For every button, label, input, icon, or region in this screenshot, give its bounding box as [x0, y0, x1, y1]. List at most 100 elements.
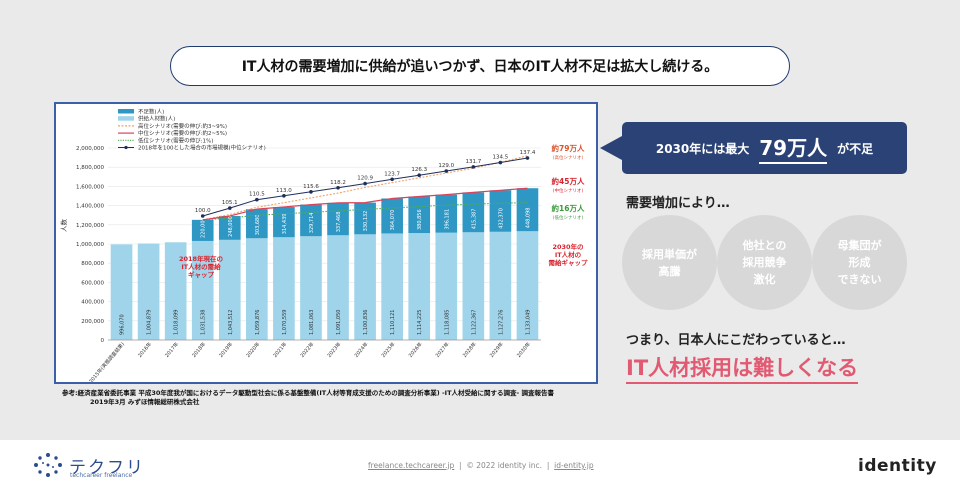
x-tick-label: 2027年: [434, 341, 451, 359]
supply-bar: [300, 236, 322, 340]
mid-scenario-line: [202, 187, 528, 221]
market-index-label: 134.5: [493, 155, 509, 161]
shortage-bar: [218, 216, 241, 240]
market-index-point: [417, 173, 422, 178]
legend-swatch: [118, 116, 134, 121]
shortage-callout: 2030年には最大 79万人 が不足: [600, 122, 907, 174]
chart-frame: 0 200,000 400,000 600,000 800,000 1,000,000 1,…: [54, 102, 598, 384]
shortage-bar-label: 330,132: [363, 211, 369, 232]
legend-label: 2018年を100とした場合の市場規模(中位シナリオ): [138, 144, 266, 152]
market-index-label: 131.7: [465, 159, 481, 165]
logo-name: テクフリ: [69, 457, 145, 478]
market-index-point: [525, 156, 530, 160]
supply-bar: [137, 243, 160, 340]
callout-big-number: 79万人: [759, 132, 828, 164]
x-tick-label: 2018年: [190, 341, 207, 359]
shortage-bar-label: 396,181: [444, 209, 450, 230]
dot-ring-icon: [34, 453, 62, 477]
supply-bar: [381, 233, 403, 340]
supply-bar-label: 1,081,063: [309, 310, 315, 335]
shortage-bar-label: 364,070: [390, 210, 396, 231]
conclusion-text: つまり、日本人にこだわっていると…: [626, 333, 846, 348]
annotation-low: 約16万人: [552, 203, 585, 213]
callout-after: が不足: [837, 141, 874, 156]
supply-bar-label: 1,133,049: [525, 310, 531, 335]
shortage-bar: [354, 202, 376, 235]
x-tick-label: 2024年: [353, 341, 370, 359]
y-tick-label: 0: [101, 338, 105, 344]
supply-bar-label: 996,070: [120, 314, 126, 335]
footer-copyright: © 2022 identity inc.: [466, 461, 543, 470]
page-title: IT人材の需要増加に供給が追いつかず、日本のIT人材不足は拡大し続ける。: [170, 46, 790, 86]
supply-bar: [246, 238, 268, 340]
x-tick-label: 2028年: [461, 341, 478, 359]
annotation-gap-2030: IT人材の: [555, 250, 582, 259]
market-index-label: 118.2: [330, 180, 346, 186]
market-index-label: 129.0: [438, 163, 454, 169]
x-tick-label: 2025年: [380, 341, 397, 359]
market-index-point: [227, 206, 232, 210]
market-index-point: [390, 177, 394, 182]
annotation-low-sub: (低位シナリオ): [553, 214, 584, 221]
supply-bar: [462, 232, 485, 340]
supply-bar: [110, 244, 133, 340]
shortage-bar: [462, 192, 485, 233]
legend-swatch-point: [124, 145, 128, 150]
market-index-point: [336, 185, 340, 190]
annotation-gap-2018: ギャップ: [188, 270, 215, 279]
market-index-label: 120.9: [357, 176, 373, 182]
market-index-label: 100.0: [195, 208, 211, 214]
annotation-gap-2030: 2030年の: [552, 242, 584, 251]
identity-logo[interactable]: identity: [858, 456, 937, 476]
shortage-bar: [246, 209, 268, 239]
logo-subtitle: techcareer freelance: [70, 472, 133, 479]
circle-population: 母集団が 形成 できない: [812, 215, 907, 310]
shortage-bar-label: 448,098: [525, 208, 531, 229]
supply-bar-label: 1,122,367: [471, 310, 477, 335]
shortage-bar: [489, 190, 512, 232]
annotation-high: 約79万人: [552, 143, 585, 153]
market-index-point: [498, 160, 503, 165]
market-index-point: [309, 190, 313, 194]
shortage-bar: [191, 219, 214, 241]
shortage-bar: [516, 188, 539, 232]
supply-bar-label: 1,114,225: [417, 310, 423, 335]
market-index-label: 110.5: [249, 192, 265, 198]
supply-bar-label: 1,018,099: [174, 310, 180, 335]
footer-links: freelance.techcareer.jp | © 2022 identit…: [368, 461, 594, 470]
legend-swatch: [118, 109, 134, 114]
shortage-bar-label: 220,000: [201, 217, 207, 238]
hiring-difficult-text: IT人材採用は難しくなる: [626, 352, 859, 384]
shortage-bar-label: 337,468: [336, 212, 342, 233]
supply-bar-label: 1,091,050: [336, 310, 342, 335]
footer-link-techcareer[interactable]: freelance.techcareer.jp: [368, 461, 455, 470]
market-index-point: [282, 194, 286, 198]
shortage-bar-label: 248,000: [228, 216, 234, 237]
supply-bar-label: 1,118,085: [444, 310, 450, 335]
annotation-gap-2018: 2018年現在の: [179, 254, 224, 263]
annotation-gap-2018: IT人材の需給: [181, 262, 221, 271]
shortage-bar-label: 415,387: [471, 209, 477, 230]
market-index-label: 115.6: [303, 184, 319, 190]
y-tick-label: 800,000: [81, 261, 104, 267]
high-scenario-line: [202, 155, 528, 221]
legend-label: 中位シナリオ(需要の伸び:約2~5%): [138, 129, 227, 137]
supply-bar: [218, 239, 241, 340]
supply-bar: [354, 234, 376, 340]
x-tick-label: 2029年: [488, 341, 505, 359]
low-scenario-line: [202, 202, 528, 221]
y-tick-label: 1,000,000: [76, 242, 104, 248]
annotation-mid-sub: (中位シナリオ): [553, 187, 584, 194]
x-tick-label: 2020年: [245, 341, 262, 359]
y-tick-label: 600,000: [81, 280, 104, 286]
techfree-logo[interactable]: テクフリ techcareer freelance: [33, 452, 145, 479]
source-line-2: 2019年3月 みずほ情報総研株式会社: [90, 398, 200, 406]
shortage-bar-label: 329,714: [309, 213, 315, 234]
demand-label: 需要増加により…: [626, 196, 730, 211]
market-index-label: 105.1: [222, 200, 238, 206]
footer-link-identity[interactable]: id-entity.jp: [554, 461, 594, 470]
supply-bar-label: 1,043,512: [228, 310, 234, 335]
legend-label: 高位シナリオ(需要の伸び:約3~9%): [138, 122, 227, 130]
x-tick-label: 2022年: [299, 341, 316, 359]
x-tick-label: 2015年(実態調査結果): [88, 341, 127, 382]
